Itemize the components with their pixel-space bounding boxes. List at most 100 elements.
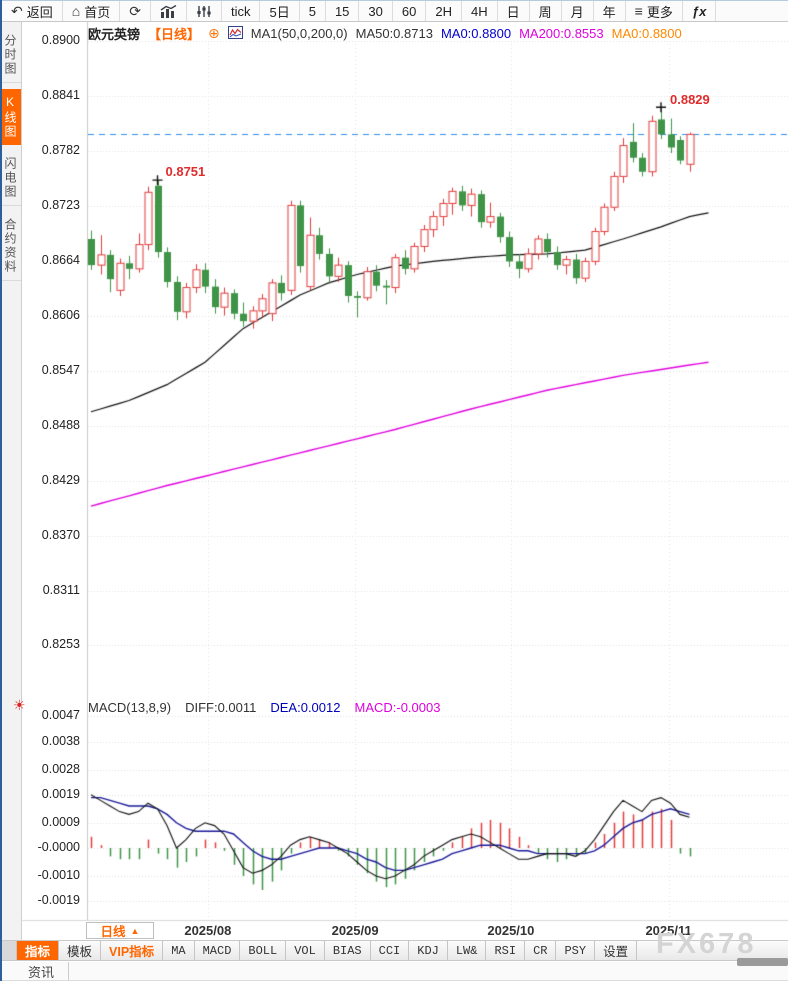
indicator-tab-BOLL[interactable]: BOLL xyxy=(240,941,287,960)
y-axis-label: 0.8841 xyxy=(41,88,80,103)
triangle-up-icon: ▲ xyxy=(130,925,140,936)
macd-value: MACD:-0.0003 xyxy=(354,700,441,715)
toolbar-item-label: 5 xyxy=(308,3,316,19)
toolbar-item-label: 2H xyxy=(435,3,452,19)
toolbar-item-label: 年 xyxy=(602,4,616,20)
toolbar-item-label: 60 xyxy=(401,3,417,19)
ma-formula: MA1(50,0,200,0) xyxy=(250,26,348,41)
toolbar-item-more[interactable]: ≡ 更多 xyxy=(626,1,683,21)
indicator-tab-BIAS[interactable]: BIAS xyxy=(325,941,371,960)
sidebar-item-contract-info[interactable]: 合约资料 xyxy=(2,212,21,281)
x-axis-label: 2025/09 xyxy=(331,923,379,938)
x-axis-label: 2025/08 xyxy=(184,923,232,938)
macd-legend: MACD(13,8,9) DIFF:0.0011 DEA:0.0012 MACD… xyxy=(88,700,440,715)
macd-diff-value: DIFF:0.0011 xyxy=(185,700,257,715)
y-axis-label: 0.8370 xyxy=(41,527,80,542)
indicator-tab-VOL[interactable]: VOL xyxy=(286,941,325,960)
sidebar-item-kline-chart[interactable]: K线图 xyxy=(2,89,21,145)
add-indicator-icon[interactable]: ⊕ xyxy=(208,25,220,41)
horizontal-scrollbar-thumb[interactable] xyxy=(737,958,788,966)
indicator-tab-VIP指标[interactable]: VIP指标 xyxy=(101,941,164,960)
indicator-config-icon[interactable]: ☀ xyxy=(13,697,26,713)
toolbar-item-label: 15 xyxy=(334,3,350,19)
indicator-tab-LW&[interactable]: LW& xyxy=(448,941,487,960)
toolbar-item-m15[interactable]: 15 xyxy=(326,1,360,21)
toolbar-item-label: 月 xyxy=(570,4,584,20)
y-axis-label: 0.8488 xyxy=(41,417,80,432)
toolbar-item-label: 周 xyxy=(538,4,552,20)
toolbar-item-indicator-panel[interactable] xyxy=(187,1,222,21)
refresh-icon: ⟳ xyxy=(129,3,141,19)
toolbar-item-5d[interactable]: 5日 xyxy=(260,1,300,21)
toolbar-item-m60[interactable]: 60 xyxy=(393,1,427,21)
toolbar-item-label: 返回 xyxy=(26,4,53,20)
toolbar-item-fx[interactable]: ƒx xyxy=(683,1,717,21)
indicator-tab-KDJ[interactable]: KDJ xyxy=(409,941,448,960)
toolbar-item-label: 4H xyxy=(470,3,488,19)
indicator-tab-指标[interactable]: 指标 xyxy=(17,941,60,960)
ma200-value: MA200:0.8553 xyxy=(519,26,604,41)
x-axis-label: 2025/11 xyxy=(645,923,692,938)
window-top-edge xyxy=(0,0,788,1)
indicator-tab-PSY[interactable]: PSY xyxy=(556,941,596,960)
toolbar-item-home[interactable]: ⌂ 首页 xyxy=(63,1,121,21)
macd-y-axis-label: -0.0019 xyxy=(37,893,80,908)
y-axis-label: 0.8664 xyxy=(41,253,80,268)
toolbar-item-day[interactable]: 日 xyxy=(498,1,530,21)
indicator-tab-CR[interactable]: CR xyxy=(525,941,557,960)
main-chart-legend: 欧元英镑 【日线】 ⊕ MA1(50,0,200,0) MA50:0.8713 … xyxy=(88,24,682,43)
indicator-tab-CCI[interactable]: CCI xyxy=(371,941,410,960)
y-axis-label: 0.8547 xyxy=(41,362,80,377)
indicator-tab-模板[interactable]: 模板 xyxy=(59,941,102,960)
macd-y-axis-label: -0.0000 xyxy=(37,840,80,854)
y-axis-label: 0.8723 xyxy=(41,198,80,213)
bar-chart-icon xyxy=(160,4,177,18)
window-left-edge xyxy=(0,0,2,981)
back-arrow-icon: ↶ xyxy=(11,3,23,19)
toolbar-item-h4[interactable]: 4H xyxy=(462,1,498,21)
price-annotation: 0.8829 xyxy=(670,92,710,108)
toolbar-item-m5[interactable]: 5 xyxy=(300,1,326,21)
toolbar-item-label: 更多 xyxy=(646,4,673,20)
toolbar-item-year[interactable]: 年 xyxy=(594,1,626,21)
toolbar-item-label: 日 xyxy=(506,4,520,20)
indicator-tab-MACD[interactable]: MACD xyxy=(195,941,241,960)
toolbar-item-refresh[interactable]: ⟳ xyxy=(120,1,151,21)
sidebar-item-lightning-chart[interactable]: 闪电图 xyxy=(2,151,21,206)
news-tab[interactable]: 资讯 xyxy=(14,962,70,980)
indicator-tab-RSI[interactable]: RSI xyxy=(486,941,526,960)
macd-y-axis-label: 0.0019 xyxy=(41,786,80,801)
y-axis-label: 0.8782 xyxy=(41,143,80,158)
ma0-orange-value: MA0:0.8800 xyxy=(611,26,682,41)
menu-icon: ≡ xyxy=(634,3,643,19)
toolbar-item-h2[interactable]: 2H xyxy=(426,1,462,21)
tabbar-corner xyxy=(0,941,17,960)
ma0-blue-value: MA0:0.8800 xyxy=(440,26,512,41)
toolbar-item-m30[interactable]: 30 xyxy=(359,1,393,21)
toolbar-item-chart-type[interactable] xyxy=(151,1,187,21)
y-axis-label: 0.8311 xyxy=(42,583,80,598)
toolbar-item-back[interactable]: ↶ 返回 xyxy=(2,1,63,21)
symbol-name: 欧元英镑 xyxy=(88,27,141,42)
macd-dea-value: DEA:0.0012 xyxy=(270,700,341,715)
toolbar-item-week[interactable]: 周 xyxy=(530,1,562,21)
period-tag: 【日线】 xyxy=(148,27,201,42)
toolbar-item-tick[interactable]: tick xyxy=(222,1,261,21)
y-axis-label: 0.8606 xyxy=(41,307,80,322)
home-icon: ⌂ xyxy=(71,3,81,19)
toolbar-item-label: 首页 xyxy=(84,4,111,20)
sliders-icon xyxy=(196,5,212,18)
news-bar: 资讯 xyxy=(0,962,788,981)
period-selector[interactable]: 日线 ▲ xyxy=(86,922,154,939)
macd-y-axis-label: 0.0047 xyxy=(41,708,80,723)
ma50-value: MA50:0.8713 xyxy=(355,26,433,41)
y-axis-label: 0.8429 xyxy=(41,472,80,487)
indicator-tab-设置[interactable]: 设置 xyxy=(595,941,638,960)
toolbar-item-month[interactable]: 月 xyxy=(562,1,594,21)
indicator-tab-MA[interactable]: MA xyxy=(163,941,195,960)
toolbar-item-label: tick xyxy=(230,3,251,19)
macd-formula: MACD(13,8,9) xyxy=(88,700,172,715)
sidebar-item-time-chart[interactable]: 分时图 xyxy=(2,28,21,83)
indicator-settings-icon[interactable] xyxy=(227,25,243,42)
